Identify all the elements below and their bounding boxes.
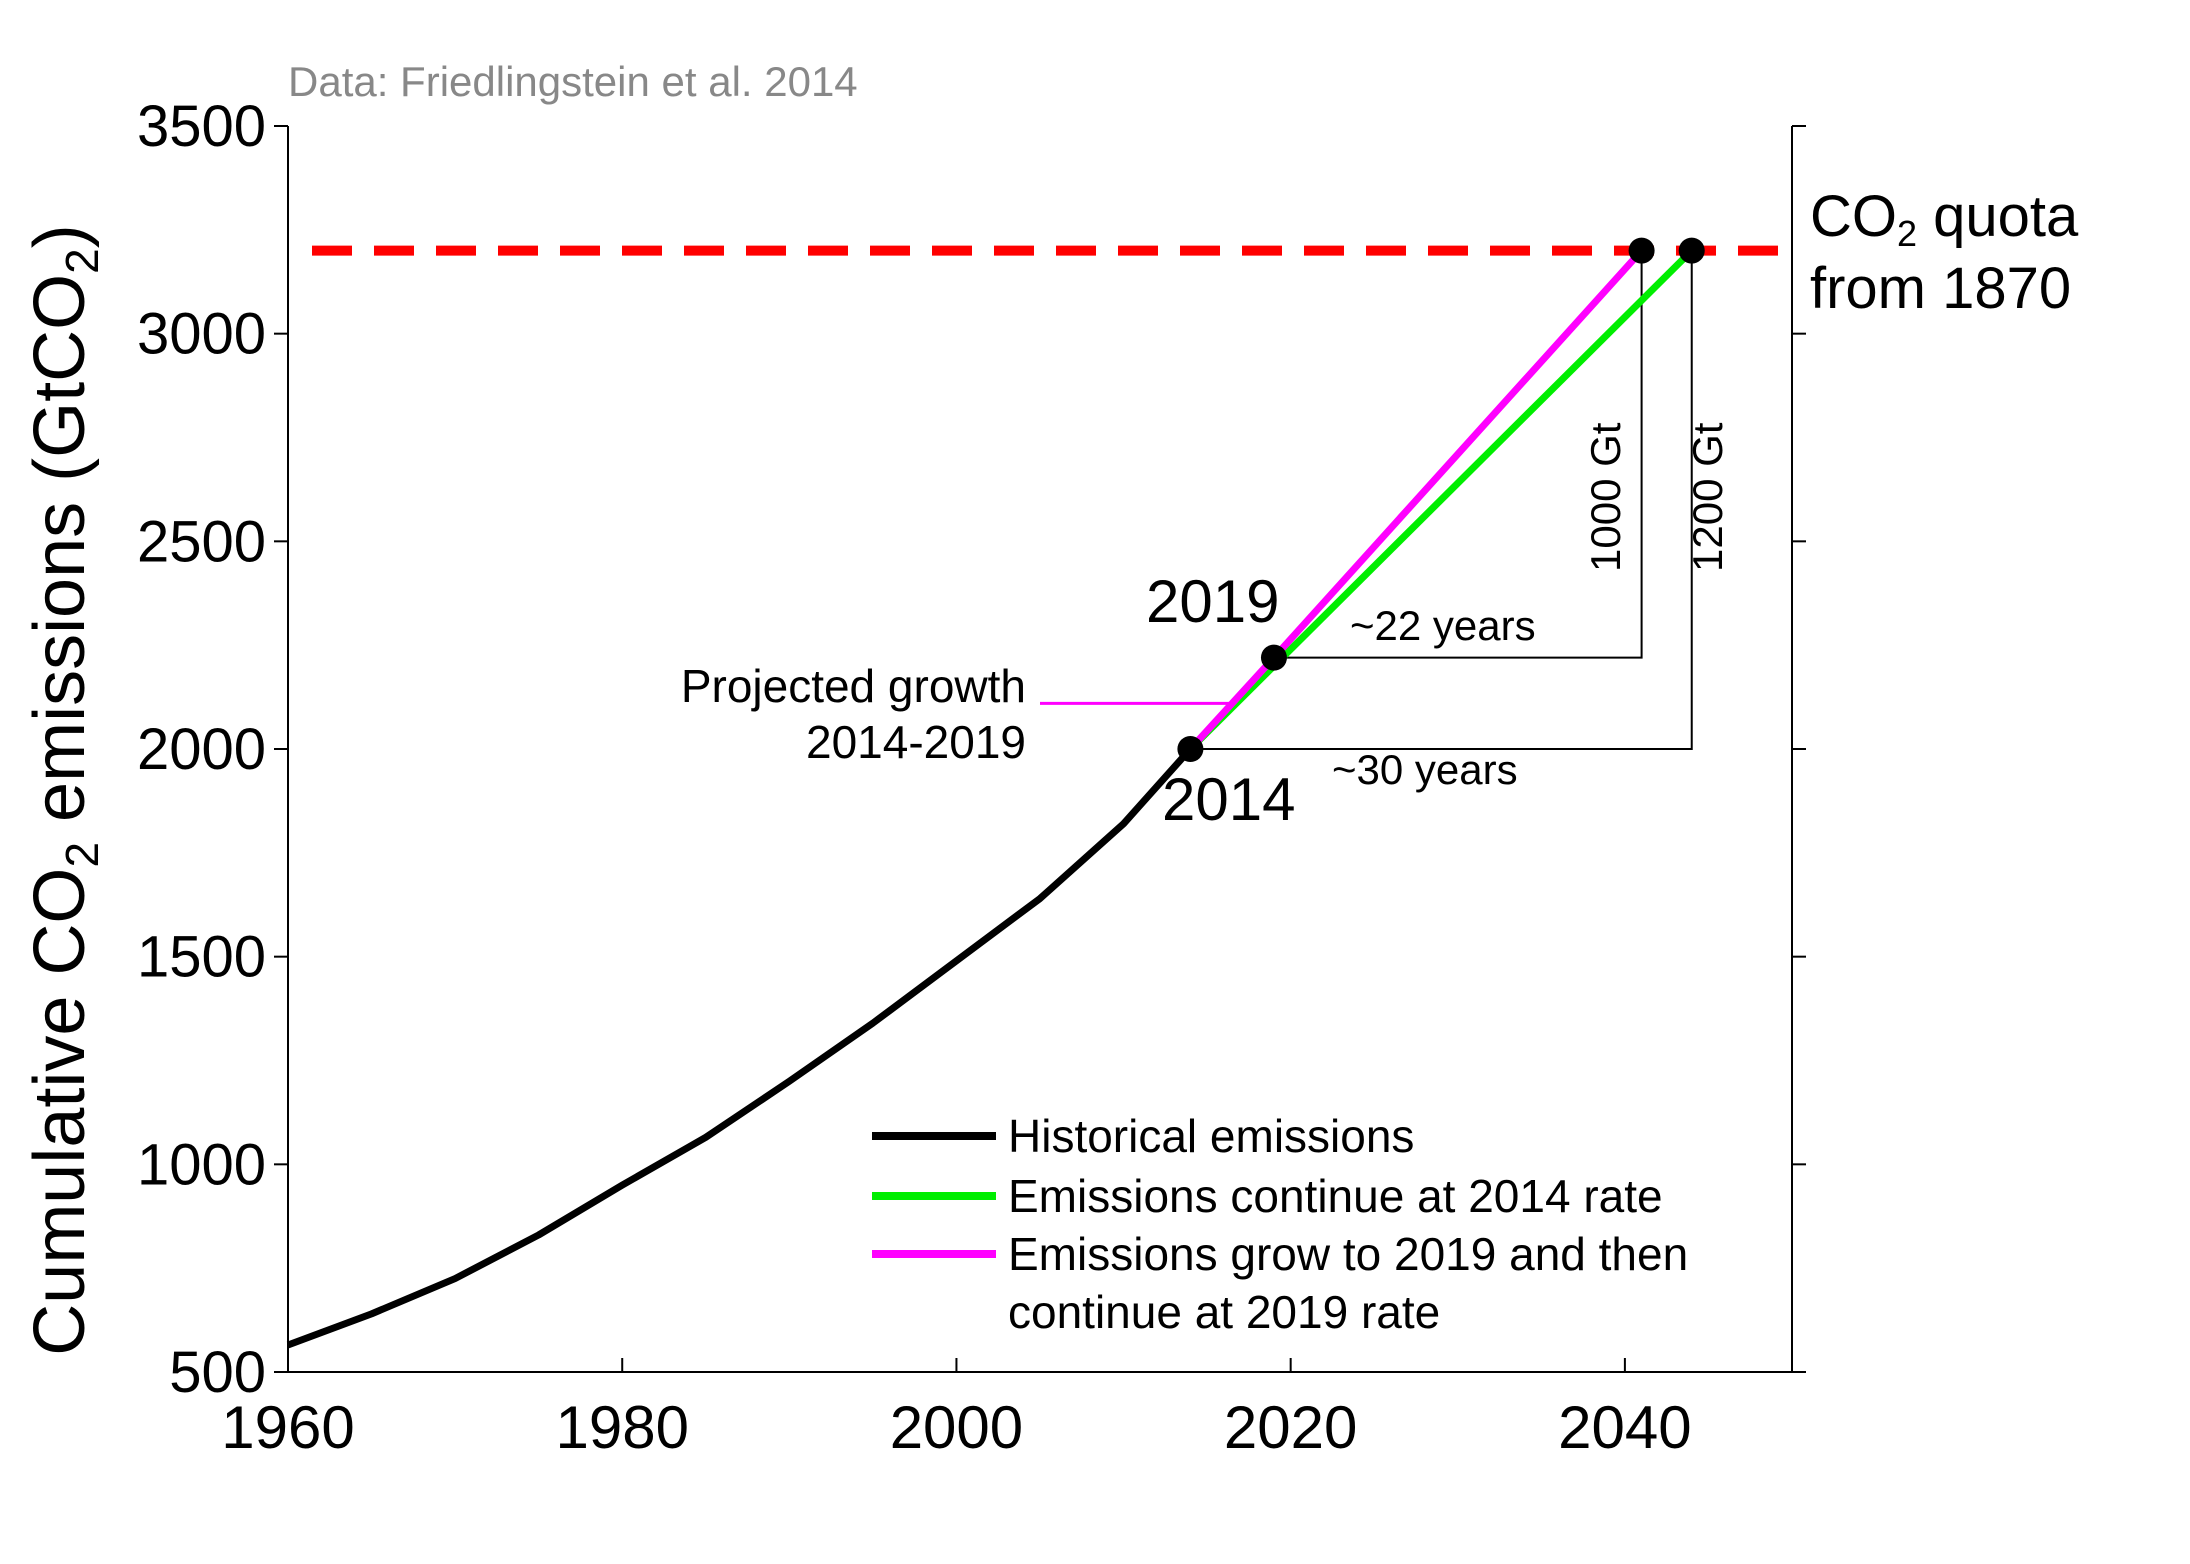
x-tick-label-2020: 2020	[1224, 1394, 1357, 1461]
y-tick-label-1500: 1500	[137, 925, 266, 990]
y-axis-label-mid: emissions (GtCO	[20, 274, 100, 842]
quota-label-pre: CO	[1810, 184, 1897, 249]
legend: Historical emissions Emissions continue a…	[872, 1110, 1688, 1338]
legend-label-historical: Historical emissions	[1008, 1110, 1414, 1162]
y-axis-label-post: )	[20, 224, 100, 248]
quota-label-post: quota	[1917, 184, 2079, 249]
gt-1000-label: 1000 Gt	[1582, 422, 1629, 572]
marker-2	[1628, 237, 1655, 264]
y-tick-label-3500: 3500	[137, 94, 266, 159]
gt-1200-label: 1200 Gt	[1684, 422, 1731, 572]
years-30-label: ~30 years	[1332, 746, 1518, 793]
markers	[1177, 237, 1705, 762]
y-tick-label-2000: 2000	[137, 717, 266, 782]
legend-label-growth2019-1: continue at 2019 rate	[1008, 1286, 1440, 1338]
y-axis-label-pre: Cumulative CO	[20, 868, 100, 1356]
x-tick-label-1960: 1960	[221, 1394, 354, 1461]
y-axis-label: Cumulative CO2 emissions (GtCO2)	[20, 224, 108, 1355]
x-tick-label-2000: 2000	[890, 1394, 1023, 1461]
bracket-30-years	[1190, 250, 1693, 750]
quota-label-line2: from 1870	[1810, 256, 2071, 321]
annotation-helpers	[1040, 250, 1693, 750]
y-tick-label-1000: 1000	[137, 1132, 266, 1197]
y-tick-label-2500: 2500	[137, 509, 266, 574]
legend-label-growth2019: Emissions grow to 2019 and then	[1008, 1228, 1688, 1280]
marker-1	[1260, 644, 1287, 671]
point-label-2014: 2014	[1162, 766, 1295, 833]
projected-growth-label-1: Projected growth	[681, 660, 1026, 712]
ticks: 1960 1980 2000 2020 2040 500 1000 1500 2000 2500 3…	[137, 94, 1806, 1461]
quota-label-line1: CO2 quota	[1810, 184, 2079, 254]
marker-3	[1678, 237, 1705, 264]
years-22-label: ~22 years	[1350, 602, 1536, 649]
marker-0	[1177, 736, 1204, 762]
y-axis-label-sub: 2	[56, 842, 108, 868]
y-tick-label-3000: 3000	[137, 302, 266, 367]
legend-label-rate2014: Emissions continue at 2014 rate	[1008, 1170, 1663, 1222]
point-label-2019: 2019	[1146, 568, 1279, 635]
y-axis-label-sub2: 2	[56, 248, 108, 274]
x-tick-label-1980: 1980	[555, 1394, 688, 1461]
bracket-22-years	[1273, 250, 1643, 659]
source-note: Data: Friedlingstein et al. 2014	[288, 58, 858, 105]
projected-growth-label-2: 2014-2019	[806, 716, 1026, 768]
x-tick-label-2040: 2040	[1558, 1394, 1691, 1461]
series-line-historical	[286, 746, 1194, 1349]
quota-label-sub: 2	[1897, 213, 1917, 254]
y-tick-label-500: 500	[169, 1340, 266, 1405]
series-line-growth2019	[1187, 248, 1645, 752]
